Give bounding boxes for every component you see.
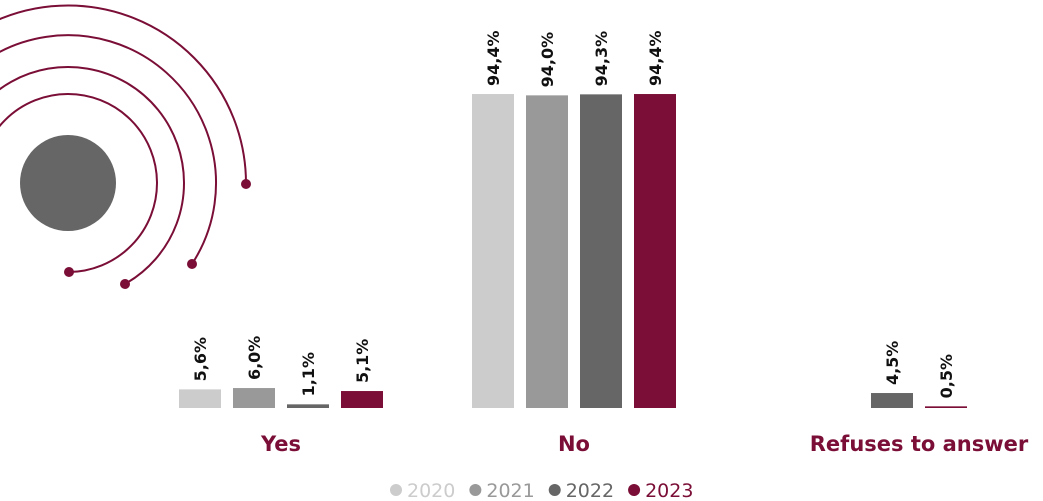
decor-circle bbox=[20, 135, 116, 231]
value-label: 1,1% bbox=[299, 352, 318, 396]
decor-dot bbox=[187, 259, 197, 269]
value-label: 5,1% bbox=[353, 339, 372, 383]
category-label: No bbox=[558, 432, 590, 456]
decor-dots bbox=[64, 179, 251, 289]
bar bbox=[341, 391, 383, 408]
value-label: 6,0% bbox=[245, 336, 264, 380]
legend: 2020 2021 2022 2023 bbox=[390, 480, 693, 501]
decor-dot bbox=[241, 179, 251, 189]
legend-marker bbox=[628, 484, 641, 496]
bar bbox=[634, 94, 676, 408]
bar bbox=[233, 388, 275, 408]
legend-marker bbox=[390, 484, 402, 496]
value-label: 94,4% bbox=[484, 31, 503, 87]
decor-arc bbox=[0, 34, 217, 265]
legend-label: 2022 bbox=[566, 480, 614, 501]
decor-dot bbox=[64, 267, 74, 277]
bar bbox=[580, 94, 622, 408]
value-label: 5,6% bbox=[191, 337, 210, 381]
legend-label: 2023 bbox=[645, 480, 693, 501]
legend-label: 2020 bbox=[407, 480, 455, 501]
bar bbox=[472, 94, 514, 408]
legend-marker bbox=[469, 484, 482, 496]
decor-arc bbox=[0, 4, 248, 185]
value-label: 0,5% bbox=[937, 354, 956, 398]
decor-arc bbox=[0, 93, 158, 273]
bar bbox=[179, 389, 221, 408]
value-label: 4,5% bbox=[883, 341, 902, 385]
bar bbox=[925, 406, 967, 408]
bar bbox=[871, 393, 913, 408]
legend-label: 2021 bbox=[486, 480, 534, 501]
value-label: 94,3% bbox=[592, 31, 611, 87]
bar bbox=[526, 95, 568, 408]
legend-marker bbox=[548, 484, 561, 496]
category-label: Refuses to answer bbox=[810, 432, 1029, 456]
value-label: 94,4% bbox=[646, 31, 665, 87]
bar bbox=[287, 404, 329, 408]
decoration bbox=[0, 4, 248, 285]
value-label: 94,0% bbox=[538, 32, 557, 88]
category-label: Yes bbox=[260, 432, 301, 456]
decor-arc bbox=[0, 66, 185, 285]
decor-dot bbox=[120, 279, 130, 289]
